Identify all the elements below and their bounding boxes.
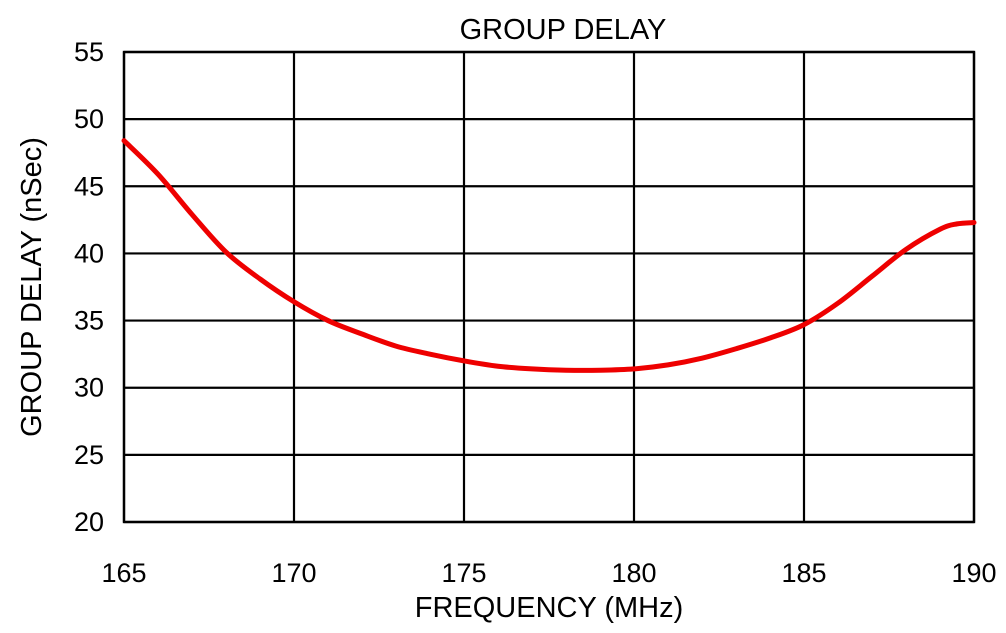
y-tick-label-3: 35 (74, 306, 104, 336)
series-layer (121, 138, 977, 373)
grid-lines (122, 50, 976, 524)
x-tick-label-0: 165 (101, 558, 146, 588)
y-tick-label-4: 40 (74, 238, 104, 268)
x-tick-label-4: 185 (781, 558, 826, 588)
chart-title: GROUP DELAY (460, 14, 667, 46)
series-line-0 (121, 138, 977, 373)
y-tick-label-0: 20 (74, 507, 104, 537)
y-tick-label-5: 45 (74, 171, 104, 201)
y-tick-label-1: 25 (74, 440, 104, 470)
x-tick-label-2: 175 (441, 558, 486, 588)
plot-frame (122, 50, 976, 524)
y-axis-title: GROUP DELAY (nSec) (16, 137, 48, 437)
y-tick-label-6: 50 (74, 104, 104, 134)
y-tick-label-7: 55 (74, 37, 104, 67)
y-tick-label-2: 30 (74, 373, 104, 403)
x-tick-label-5: 190 (951, 558, 996, 588)
x-tick-label-3: 180 (611, 558, 656, 588)
x-tick-label-1: 170 (271, 558, 316, 588)
x-tick-labels: 165 170 175 180 185 190 (101, 558, 996, 588)
y-tick-labels: 20 25 30 35 40 45 50 55 (74, 37, 104, 537)
x-axis-title: FREQUENCY (MHz) (415, 592, 684, 624)
